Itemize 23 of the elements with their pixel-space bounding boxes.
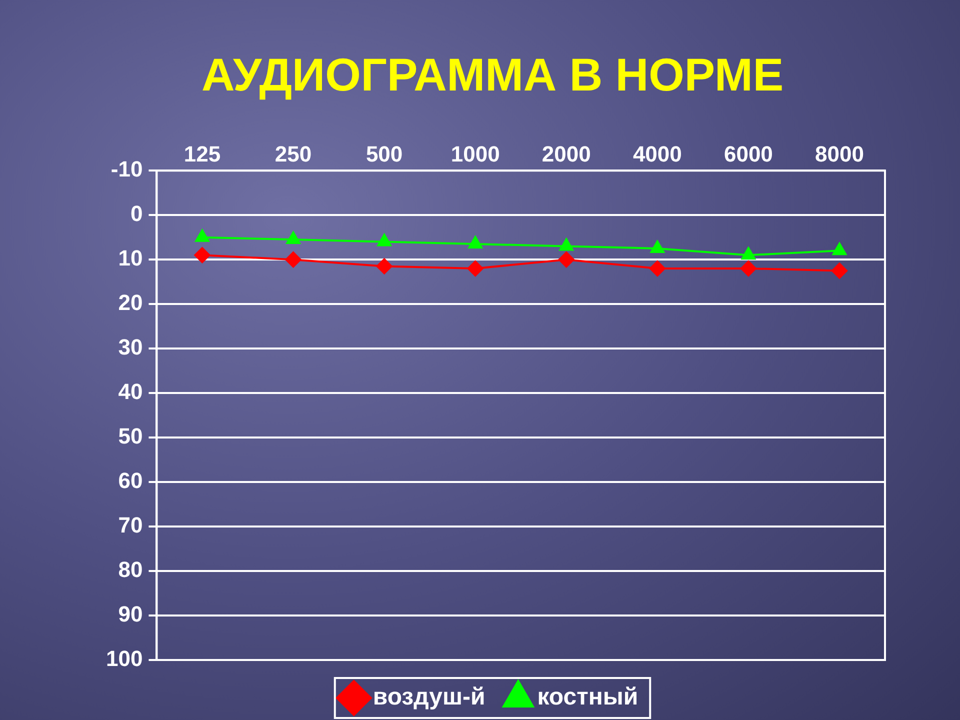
chart-title: АУДИОГРАММА В НОРМЕ [201,48,784,100]
y-tick-label: -10 [110,156,143,182]
legend-label: воздуш-й [372,684,486,711]
x-tick-label: 8000 [815,141,864,166]
y-tick-label: 20 [118,290,143,316]
x-tick-label: 125 [184,141,221,166]
x-tick-label: 6000 [724,141,773,166]
y-tick-label: 30 [118,334,143,360]
x-tick-label: 1000 [450,141,500,166]
y-tick-label: 100 [106,646,143,672]
y-tick-label: 0 [130,201,143,226]
y-tick-label: 70 [118,512,143,538]
x-tick-label: 4000 [632,141,682,166]
y-tick-label: 60 [118,468,143,494]
y-tick-label: 10 [118,246,143,271]
y-tick-label: 80 [118,557,143,582]
y-tick-label: 40 [118,379,143,404]
x-tick-label: 2000 [542,141,591,166]
y-tick-label: 90 [118,602,143,627]
legend-label: костный [537,684,638,711]
x-tick-label: 500 [366,141,403,166]
y-tick-label: 50 [118,424,143,449]
x-tick-label: 250 [274,141,312,166]
